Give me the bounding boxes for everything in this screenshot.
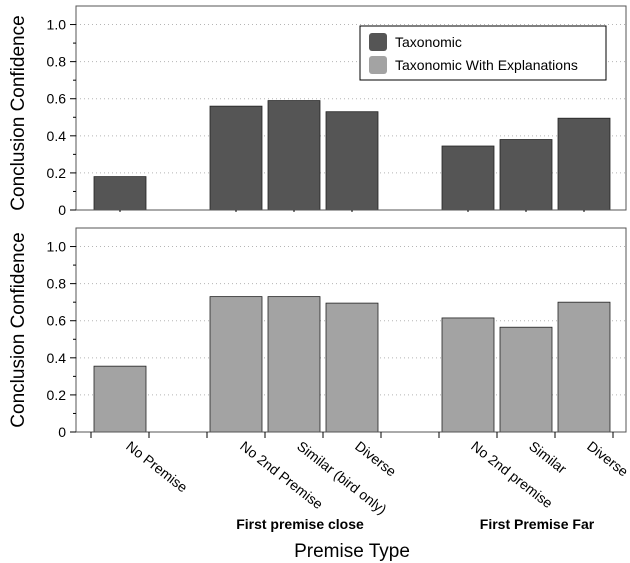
bar-bottom-0 <box>94 366 146 432</box>
bar-top-4 <box>442 146 494 210</box>
y-tick-label: 0 <box>58 202 66 218</box>
bar-bottom-1 <box>210 297 262 432</box>
legend-swatch-explanations <box>369 56 387 74</box>
y-axis-title-top: Conclusion Confidence <box>8 15 29 210</box>
group-label-close: First premise close <box>236 516 364 532</box>
y-tick-label: 1.0 <box>47 239 67 255</box>
bar-top-3 <box>326 112 378 210</box>
x-axis-title: Premise Type <box>294 541 410 562</box>
category-label-5: Similar <box>526 438 570 477</box>
y-tick-label: 0.8 <box>47 276 67 292</box>
y-tick-label: 0.4 <box>47 128 67 144</box>
bottom-panel: 0 0.2 0.4 0.6 0.8 1.0 <box>47 228 626 440</box>
bar-bottom-4 <box>442 318 494 432</box>
legend-swatch-taxonomic <box>369 33 387 51</box>
y-tick-label: 0.2 <box>47 387 67 403</box>
y-tick-label: 0.6 <box>47 91 67 107</box>
y-tick-label: 1.0 <box>47 17 67 33</box>
group-label-far: First Premise Far <box>480 516 595 532</box>
y-tick-label: 0.6 <box>47 313 67 329</box>
category-label-3: Diverse <box>352 438 399 480</box>
bar-bottom-2 <box>268 297 320 432</box>
bar-top-5 <box>500 140 552 210</box>
bar-top-1 <box>210 106 262 210</box>
category-label-6: Diverse <box>584 438 630 480</box>
bar-bottom-5 <box>500 327 552 432</box>
bar-top-6 <box>558 118 610 210</box>
legend: Taxonomic Taxonomic With Explanations <box>360 26 606 80</box>
legend-label-explanations: Taxonomic With Explanations <box>395 57 578 73</box>
category-label-0: No Premise <box>123 438 191 496</box>
bar-bottom-6 <box>558 302 610 432</box>
y-tick-label: 0.8 <box>47 54 67 70</box>
bar-top-2 <box>268 101 320 210</box>
y-tick-label: 0.2 <box>47 165 67 181</box>
bar-top-0 <box>94 177 146 210</box>
y-axis-title-bottom: Conclusion Confidence <box>8 232 29 427</box>
y-tick-label: 0 <box>58 424 66 440</box>
bar-bottom-3 <box>326 303 378 432</box>
y-tick-label: 0.4 <box>47 350 67 366</box>
legend-label-taxonomic: Taxonomic <box>395 34 462 50</box>
